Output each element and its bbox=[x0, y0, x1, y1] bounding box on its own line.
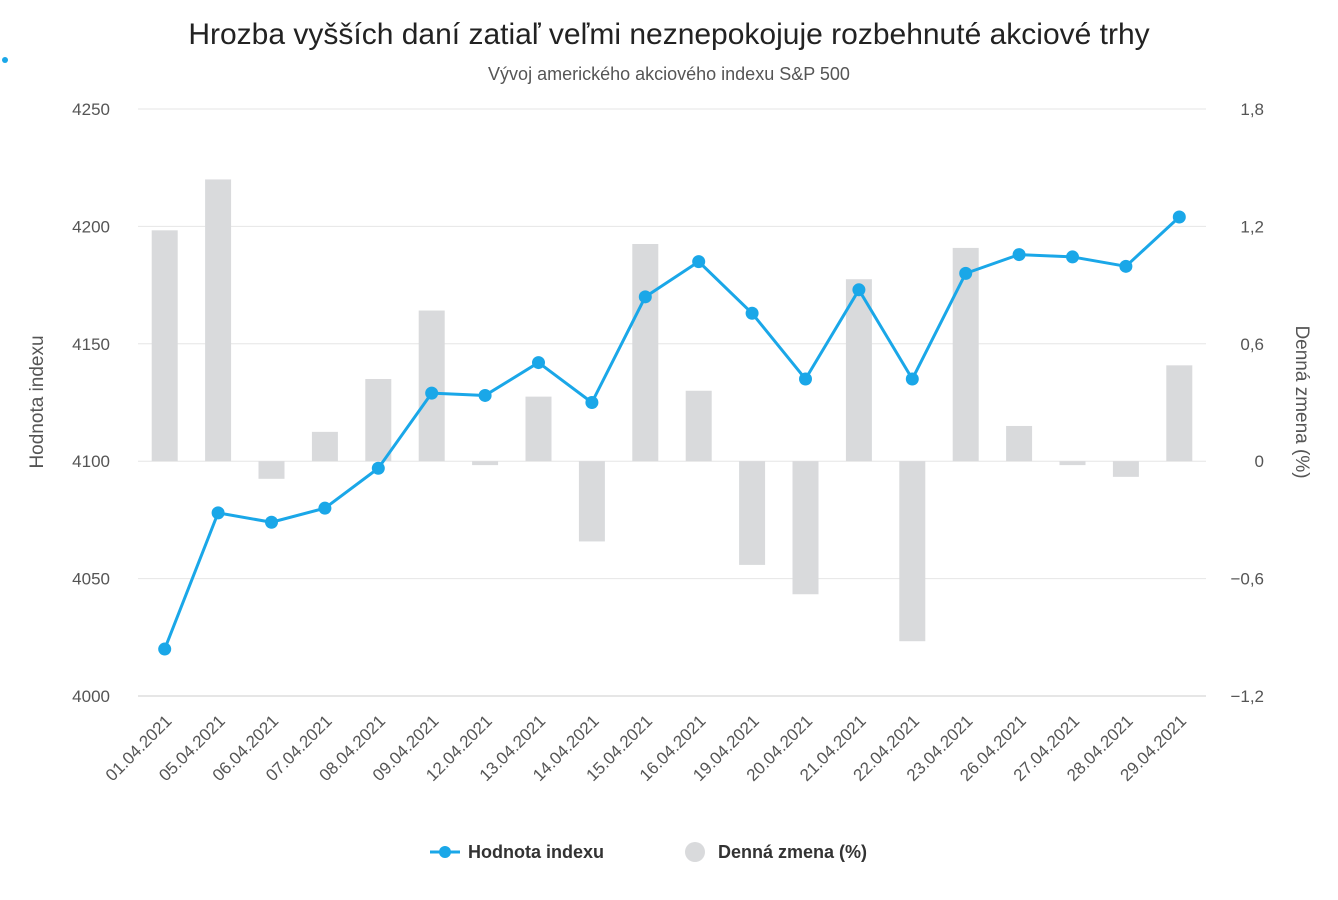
left-tick-label: 4000 bbox=[72, 687, 110, 706]
chart-title: Hrozba vyšších daní zatiaľ veľmi neznepo… bbox=[188, 18, 1149, 51]
line-point[interactable] bbox=[371, 461, 385, 475]
legend: Hodnota indexu Denná zmena (%) bbox=[430, 842, 867, 862]
bar[interactable] bbox=[1166, 365, 1193, 462]
right-tick-label: 0,6 bbox=[1240, 335, 1264, 354]
right-axis: −1,2 −0,6 0 0,6 1,2 1,8 bbox=[1230, 100, 1264, 706]
bar[interactable] bbox=[632, 244, 659, 462]
right-tick-label: −1,2 bbox=[1230, 687, 1264, 706]
bar[interactable] bbox=[525, 396, 552, 462]
right-tick-label: 1,8 bbox=[1240, 100, 1264, 119]
bar[interactable] bbox=[1059, 461, 1086, 466]
bar[interactable] bbox=[845, 279, 872, 462]
line-point[interactable] bbox=[959, 266, 973, 280]
right-tick-label: 1,2 bbox=[1240, 217, 1264, 236]
line-point[interactable] bbox=[1066, 250, 1079, 264]
line-point[interactable] bbox=[1012, 248, 1026, 262]
left-tick-label: 4200 bbox=[72, 217, 110, 236]
legend-item-line[interactable]: Hodnota indexu bbox=[430, 842, 604, 862]
left-axis-title: Hodnota indexu bbox=[27, 335, 48, 468]
line-point[interactable] bbox=[1119, 259, 1133, 273]
legend-bar-marker-icon bbox=[685, 842, 705, 862]
legend-label-line: Hodnota indexu bbox=[468, 842, 604, 862]
left-axis: 4000 4050 4100 4150 4200 4250 bbox=[72, 100, 110, 706]
bar[interactable] bbox=[952, 247, 979, 462]
bar[interactable] bbox=[472, 461, 499, 466]
bar[interactable] bbox=[151, 230, 178, 462]
right-tick-label: 0 bbox=[1255, 452, 1264, 471]
bar-series bbox=[151, 179, 1193, 642]
left-tick-label: 4050 bbox=[72, 570, 110, 589]
line-point[interactable] bbox=[692, 255, 706, 269]
grid bbox=[138, 108, 1206, 697]
bar[interactable] bbox=[739, 461, 766, 565]
x-axis: 01.04.202105.04.202106.04.202107.04.2021… bbox=[102, 711, 1190, 785]
left-tick-label: 4250 bbox=[72, 100, 110, 119]
line-point[interactable] bbox=[425, 386, 439, 400]
line-point[interactable] bbox=[478, 388, 492, 402]
bar[interactable] bbox=[685, 390, 712, 462]
line-point[interactable] bbox=[532, 356, 545, 370]
bar[interactable] bbox=[258, 461, 285, 479]
line-point[interactable] bbox=[158, 642, 172, 656]
bar[interactable] bbox=[418, 310, 445, 462]
legend-item-bar[interactable]: Denná zmena (%) bbox=[685, 842, 867, 862]
left-tick-label: 4150 bbox=[72, 335, 110, 354]
bar[interactable] bbox=[311, 431, 338, 462]
bar[interactable] bbox=[1006, 425, 1033, 462]
bar[interactable] bbox=[1112, 461, 1139, 477]
line-point[interactable] bbox=[585, 396, 599, 409]
line-point[interactable] bbox=[211, 506, 225, 520]
line-point[interactable] bbox=[745, 306, 759, 320]
legend-label-bar: Denná zmena (%) bbox=[718, 842, 867, 862]
line-point[interactable] bbox=[1172, 210, 1186, 224]
line-point[interactable] bbox=[852, 283, 866, 297]
bar[interactable] bbox=[578, 461, 605, 542]
left-tick-label: 4100 bbox=[72, 452, 110, 471]
line-point[interactable] bbox=[265, 515, 278, 529]
chart-subtitle: Vývoj amerického akciového indexu S&P 50… bbox=[488, 64, 850, 84]
line-point[interactable] bbox=[318, 501, 332, 515]
legend-line-marker-icon bbox=[439, 846, 451, 858]
line-point[interactable] bbox=[799, 372, 812, 386]
line-point[interactable] bbox=[638, 290, 652, 304]
right-tick-label: −0,6 bbox=[1230, 570, 1264, 589]
bar[interactable] bbox=[365, 379, 392, 462]
menu-dot-icon[interactable] bbox=[2, 57, 8, 63]
index-line bbox=[163, 215, 1181, 650]
line-series bbox=[158, 210, 1186, 656]
bar[interactable] bbox=[205, 179, 232, 462]
bar[interactable] bbox=[899, 461, 926, 642]
bar[interactable] bbox=[792, 461, 819, 595]
line-point[interactable] bbox=[905, 372, 919, 386]
right-axis-title: Denná zmena (%) bbox=[1291, 325, 1312, 478]
